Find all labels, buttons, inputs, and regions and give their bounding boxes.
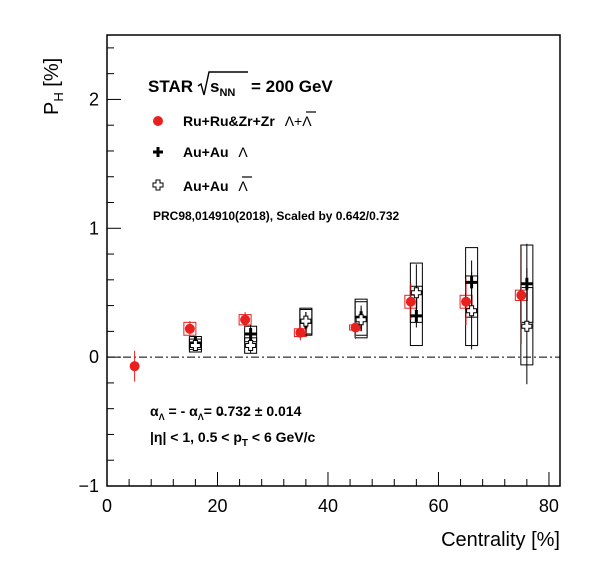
point-ru-zr (129, 361, 140, 372)
point-au-antilambda (521, 320, 533, 332)
x-tick-label: 80 (539, 496, 559, 516)
point-au-antilambda (466, 305, 478, 317)
legend: Ru+Ru&Zr+Zr Λ+Λ Au+Au Λ Au+Au Λ PRC98,01… (152, 111, 399, 223)
star-label-suffix: = 200 GeV (251, 77, 333, 96)
point-au-lambda (410, 309, 423, 322)
legend-particle-au-lambda: Λ (238, 144, 248, 160)
x-tick-label: 60 (428, 496, 448, 516)
sqrt-sign-icon (197, 71, 248, 96)
axis-ticks (106, 47, 550, 487)
point-au-antilambda (355, 314, 367, 326)
legend-label-au-lambda: Au+Au Λ (183, 144, 248, 160)
legend-marker-au-lambda (153, 147, 163, 157)
point-ru-zr (240, 314, 251, 325)
kinematics-annotation: |η| < 1, 0.5 < pT < 6 GeV/c (150, 429, 316, 449)
legend-label-ru-zr: Ru+Ru&Zr+Zr Λ+Λ (183, 113, 312, 129)
legend-marker-ru-zr (153, 116, 163, 126)
point-ru-zr (516, 290, 527, 301)
point-au-antilambda (245, 340, 257, 352)
y-axis-title: PH [%] (41, 58, 66, 115)
y-tick-label: 2 (89, 89, 99, 109)
reference-note: PRC98,014910(2018), Scaled by 0.642/0.73… (153, 209, 399, 223)
point-ru-zr (295, 327, 306, 338)
point-ru-zr (405, 296, 416, 307)
y-axis-title-sub: H (51, 92, 66, 101)
data-markers (129, 276, 533, 372)
legend-marker-au-antilambda (152, 179, 164, 191)
star-label-prefix: STAR (148, 77, 193, 96)
point-au-antilambda (189, 340, 201, 352)
y-tick-label: 1 (89, 218, 99, 238)
point-ru-zr (184, 323, 195, 334)
point-au-lambda (244, 327, 257, 340)
x-tick-label: 0 (102, 496, 112, 516)
legend-particle-au-antilambda: Λ (238, 178, 248, 194)
point-au-antilambda (300, 315, 312, 327)
x-tick-label: 40 (318, 496, 338, 516)
point-au-antilambda (410, 287, 422, 299)
y-axis-title-unit: [%] (41, 58, 63, 92)
x-axis-title: Centrality [%] (441, 529, 560, 551)
point-au-lambda (465, 276, 478, 289)
star-sqrt-s: sNN (210, 77, 235, 99)
point-au-lambda (520, 277, 533, 290)
point-ru-zr (461, 296, 472, 307)
y-axis-title-main: P (41, 102, 63, 115)
point-ru-zr (350, 322, 361, 333)
legend-label-au-antilambda: Au+Au Λ (183, 178, 248, 194)
legend-particle-ru-zr: Λ+Λ (285, 113, 313, 129)
annotations: αΛ = - αΛ= 0.732 ± 0.014 |η| < 1, 0.5 < … (150, 403, 316, 449)
star-title: STAR sNN = 200 GeV (148, 71, 333, 99)
y-tick-label: −1 (78, 476, 99, 496)
y-tick-label: 0 (89, 347, 99, 367)
alpha-annotation: αΛ = - αΛ= 0.732 ± 0.014 (150, 403, 302, 422)
systematic-error-boxes (183, 244, 534, 366)
x-tick-label: 20 (207, 496, 227, 516)
plot-frame (106, 34, 561, 487)
statistical-error-bars (134, 243, 528, 385)
